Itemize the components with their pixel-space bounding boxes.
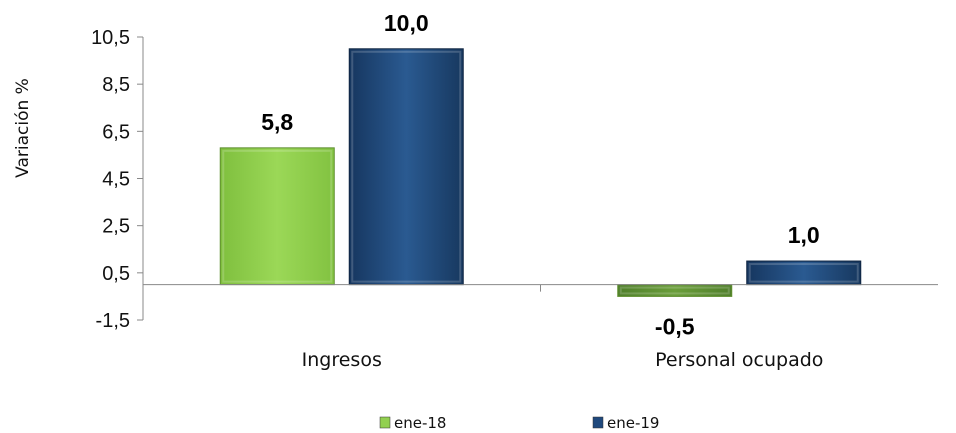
data-label: 1,0 (788, 222, 820, 248)
legend-swatch-ene-18 (379, 416, 391, 429)
y-tick-label: 2,5 (102, 216, 130, 238)
y-tick-label: 4,5 (102, 169, 130, 191)
bar-ene-18 (219, 147, 335, 286)
data-label: 10,0 (384, 10, 429, 36)
legend-label: ene-18 (394, 414, 446, 432)
y-tick-label: -1,5 (96, 310, 130, 332)
y-axis-label: Variación % (13, 78, 33, 178)
bar-bevel (351, 50, 462, 283)
data-label: -0,5 (655, 313, 695, 339)
bar-ene-18 (617, 284, 733, 297)
legend-label: ene-19 (607, 414, 659, 432)
data-labels: 5,8 10,0 -0,5 1,0 (261, 10, 819, 340)
category-label: Ingresos (302, 349, 382, 371)
bar-bevel (222, 149, 333, 283)
x-axis: Ingresos Personal ocupado (143, 284, 938, 371)
y-tick-label: 0,5 (102, 263, 130, 285)
bar-bevel (748, 263, 859, 283)
category-label: Personal ocupado (655, 349, 823, 371)
y-axis: -1,5 0,5 2,5 4,5 6,5 8,5 10,5 (91, 27, 144, 332)
legend-swatch-ene-19 (592, 416, 604, 429)
y-tick-label: 8,5 (102, 74, 130, 96)
y-tick-label: 6,5 (102, 121, 130, 143)
bars (219, 48, 862, 297)
data-label: 5,8 (261, 109, 293, 135)
bar-bevel (619, 286, 730, 295)
y-tick-label: 10,5 (91, 27, 130, 49)
bar-ene-19 (348, 48, 464, 286)
legend: ene-18 ene-19 (379, 414, 659, 432)
